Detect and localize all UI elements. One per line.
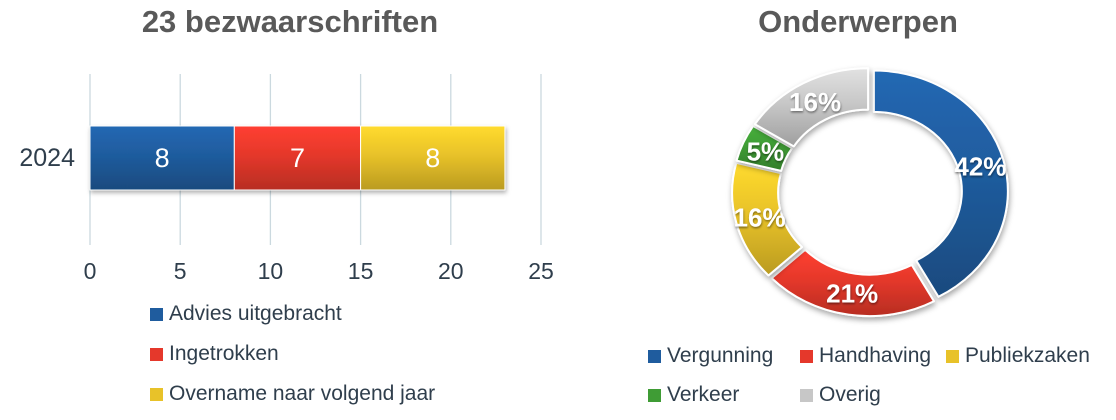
legend-swatch-red bbox=[800, 349, 813, 363]
x-axis-tick-label: 20 bbox=[438, 258, 464, 284]
legend-label: Overig bbox=[819, 383, 881, 406]
donut-slice-publiekzaken bbox=[731, 161, 803, 277]
legend-label: Ingetrokken bbox=[169, 342, 279, 365]
bar-value-label: 7 bbox=[290, 143, 305, 173]
legend-item-overname: Overname naar volgend jaar bbox=[150, 382, 435, 406]
legend-item-publiekzaken: Publiekzaken bbox=[946, 344, 1090, 368]
donut-slice-overig bbox=[753, 67, 870, 148]
legend-item-advies-uitgebracht: Advies uitgebracht bbox=[150, 302, 435, 326]
donut-slice-handhaving bbox=[770, 248, 935, 318]
donut-percent-label: 16% bbox=[734, 203, 786, 233]
legend-label: Handhaving bbox=[819, 344, 932, 367]
x-axis-tick-label: 10 bbox=[258, 258, 284, 284]
bar-chart-svg: 0 5 10 15 20 25 2024 8 7 8 bbox=[19, 74, 554, 284]
bar-segment-2 bbox=[360, 125, 506, 191]
legend-swatch-yellow bbox=[946, 349, 959, 363]
donut-chart-title: Onderwerpen bbox=[758, 4, 958, 39]
donut-chart-legend: Vergunning Handhaving Publiekzaken Verke… bbox=[648, 344, 1090, 407]
legend-swatch-red bbox=[150, 347, 163, 361]
donut-percent-label: 42% bbox=[954, 151, 1006, 181]
donut-chart-svg: 42%21%16%5%16% bbox=[731, 67, 1009, 318]
bar-value-label: 8 bbox=[155, 143, 170, 173]
legend-swatch-blue bbox=[150, 307, 163, 321]
bar-chart-legend: Advies uitgebracht Ingetrokken Overname … bbox=[150, 302, 435, 406]
x-axis-tick-label: 15 bbox=[348, 258, 374, 284]
legend-swatch-green bbox=[648, 388, 661, 402]
legend-item-verkeer: Verkeer bbox=[648, 383, 800, 407]
legend-swatch-gray bbox=[800, 388, 813, 402]
legend-item-ingetrokken: Ingetrokken bbox=[150, 342, 435, 366]
x-axis-tick-label: 25 bbox=[528, 258, 554, 284]
legend-label: Publiekzaken bbox=[965, 344, 1090, 367]
legend-swatch-blue bbox=[648, 349, 661, 363]
legend-item-vergunning: Vergunning bbox=[648, 344, 800, 368]
legend-item-overig: Overig bbox=[800, 383, 946, 407]
legend-label: Advies uitgebracht bbox=[169, 302, 342, 325]
x-axis-tick-label: 0 bbox=[84, 258, 97, 284]
bar-segment-0 bbox=[89, 125, 235, 191]
bar-value-label: 8 bbox=[425, 143, 440, 173]
legend-label: Vergunning bbox=[667, 344, 774, 367]
legend-swatch-yellow bbox=[150, 387, 163, 401]
donut-percent-label: 5% bbox=[747, 136, 785, 166]
donut-slice-verkeer bbox=[735, 124, 794, 172]
legend-label: Verkeer bbox=[667, 383, 740, 406]
bar-chart-title: 23 bezwaarschriften bbox=[141, 4, 439, 39]
donut-percent-label: 21% bbox=[826, 278, 878, 308]
legend-label: Overname naar volgend jaar bbox=[169, 382, 436, 405]
category-label: 2024 bbox=[19, 144, 75, 172]
legend-item-handhaving: Handhaving bbox=[800, 344, 946, 368]
donut-slice-vergunning bbox=[872, 69, 1009, 298]
x-axis-tick-label: 5 bbox=[174, 258, 187, 284]
donut-percent-label: 16% bbox=[789, 87, 841, 117]
